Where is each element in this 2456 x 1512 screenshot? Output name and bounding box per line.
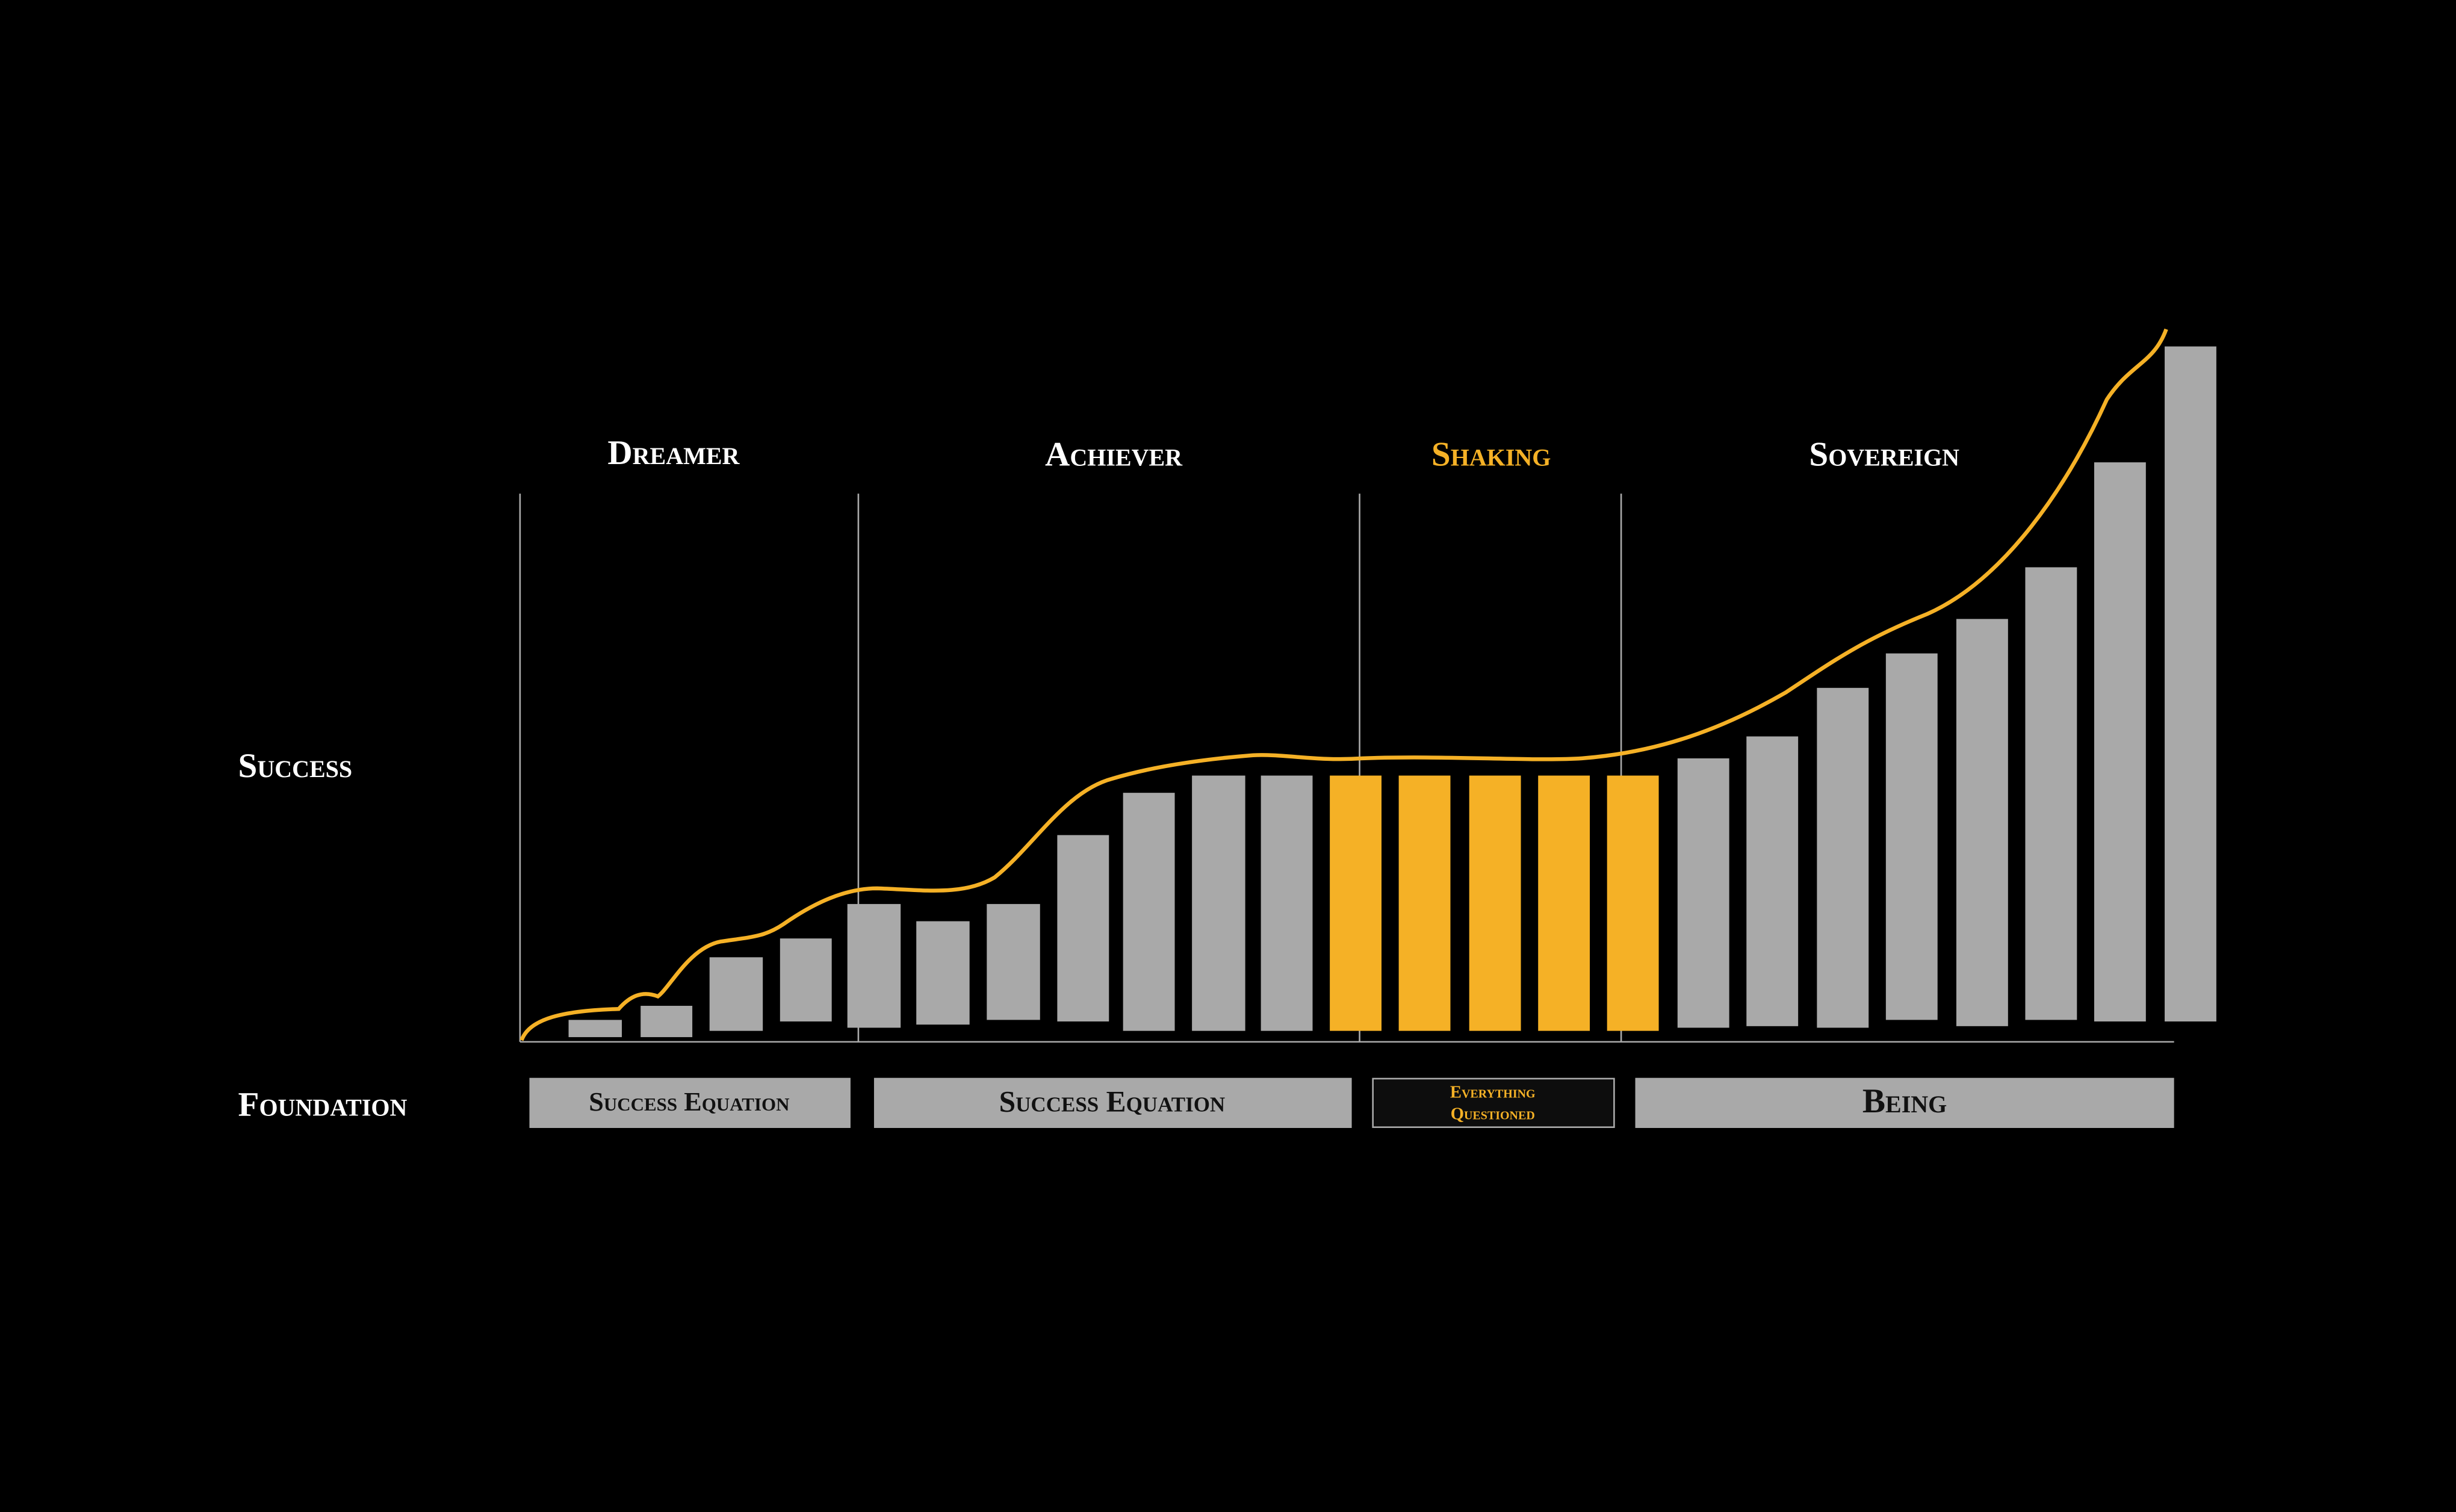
axis-label: Success (238, 747, 353, 785)
bar-highlight (1607, 775, 1659, 1031)
foundation-box (529, 1077, 851, 1128)
bar (568, 1020, 622, 1038)
foundation-box (1635, 1077, 2174, 1128)
bars (568, 346, 2216, 1038)
phase-label: Shaking (1431, 435, 1551, 473)
bar (1817, 687, 1869, 1028)
phase-label: Achiever (1045, 435, 1183, 473)
bar (2025, 567, 2077, 1020)
bar (1057, 835, 1109, 1022)
bar (1261, 775, 1313, 1031)
bar (709, 957, 763, 1031)
bar (780, 938, 832, 1022)
bar (1192, 775, 1245, 1031)
foundation-text: Being (1862, 1082, 1947, 1120)
bar (1746, 736, 1799, 1026)
bar (1677, 758, 1729, 1028)
bar (1123, 793, 1175, 1031)
foundation-box (1372, 1077, 1615, 1128)
phase-label: Sovereign (1809, 435, 1959, 473)
foundation-text: Success Equation (999, 1085, 1226, 1118)
bar-highlight (1469, 775, 1521, 1031)
bar (847, 903, 901, 1028)
bar-highlight (1538, 775, 1590, 1031)
bar (1956, 619, 2008, 1026)
bar (2094, 462, 2146, 1022)
foundation-text: Questioned (1451, 1105, 1535, 1124)
bar (916, 921, 970, 1025)
foundation-text: Everything (1450, 1082, 1536, 1101)
bar-highlight (1398, 775, 1451, 1031)
bar (640, 1006, 693, 1038)
bar (987, 903, 1040, 1020)
bar-highlight (1330, 775, 1382, 1031)
foundation-text: Success Equation (589, 1087, 789, 1117)
success-curve (519, 328, 2168, 1041)
foundation-label: Foundation (238, 1085, 408, 1123)
phase-dividers (519, 494, 2174, 1043)
foundation-box (873, 1077, 1352, 1128)
bar (1885, 653, 1938, 1020)
phase-label: Dreamer (607, 434, 740, 472)
bar (2165, 346, 2216, 1022)
